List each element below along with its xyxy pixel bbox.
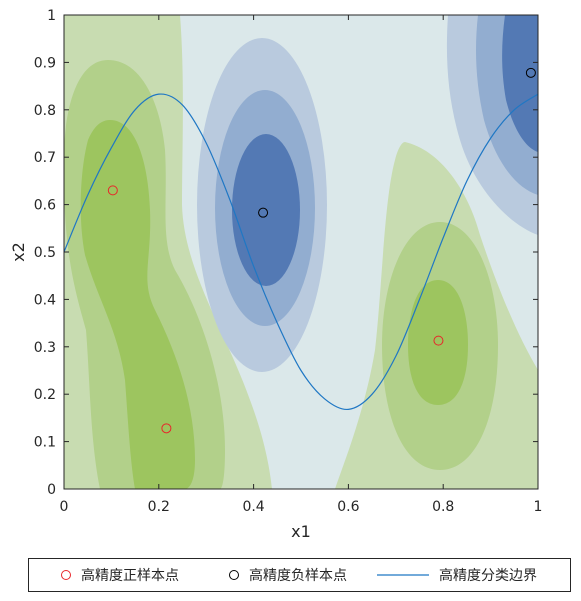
y-tick-label: 0.1 (34, 435, 56, 451)
y-axis-ticks: 0 0.1 0.2 0.3 0.4 0.5 0.6 0.7 0.8 0.9 1 (34, 8, 538, 498)
positive-sample-point (161, 423, 172, 434)
negative-sample-point (258, 207, 269, 218)
green-contour-level-3-left (80, 120, 195, 489)
y-tick-label: 0.5 (34, 245, 56, 261)
legend: 高精度正样本点 高精度负样本点 高精度分类边界 (28, 558, 571, 592)
positive-sample-point (107, 185, 118, 196)
x-tick-label: 0.4 (242, 499, 264, 515)
negative-sample-point (525, 67, 536, 78)
y-tick-label: 0.7 (34, 150, 56, 166)
y-tick-label: 0.6 (34, 198, 56, 214)
y-tick-label: 0.4 (34, 292, 56, 308)
legend-label-positive: 高精度正样本点 (81, 568, 179, 584)
x-tick-label: 0.6 (337, 499, 359, 515)
y-tick-label: 0.9 (34, 55, 56, 71)
x-axis-ticks: 0 0.2 0.4 0.6 0.8 1 (60, 15, 543, 515)
blue-line-icon (377, 574, 429, 576)
blue-contour-level-3-mid (232, 134, 300, 286)
x-tick-label: 0.2 (148, 499, 170, 515)
black-circle-marker-icon (229, 570, 239, 580)
legend-item-boundary: 高精度分类边界 (375, 559, 537, 591)
blue-contour-level-3-topright (502, 15, 538, 152)
legend-label-boundary: 高精度分类边界 (439, 568, 537, 584)
y-tick-label: 0.3 (34, 340, 56, 356)
y-axis-label: x2 (9, 242, 28, 262)
sample-markers (107, 67, 536, 434)
green-contour-level-3-right (408, 280, 468, 405)
legend-item-negative: 高精度负样本点 (227, 559, 347, 591)
x-tick-label: 1 (534, 499, 543, 515)
legend-item-positive: 高精度正样本点 (59, 559, 179, 591)
x-axis-label: x1 (291, 522, 311, 541)
y-tick-label: 0.2 (34, 387, 56, 403)
y-tick-label: 0 (47, 482, 56, 498)
y-tick-label: 1 (47, 8, 56, 24)
x-tick-label: 0 (60, 499, 69, 515)
y-tick-label: 0.8 (34, 103, 56, 119)
legend-label-negative: 高精度负样本点 (249, 568, 347, 584)
classification-boundary-line (64, 93, 538, 411)
red-circle-marker-icon (61, 570, 71, 580)
x-tick-label: 0.8 (432, 499, 454, 515)
positive-sample-point (433, 335, 444, 346)
